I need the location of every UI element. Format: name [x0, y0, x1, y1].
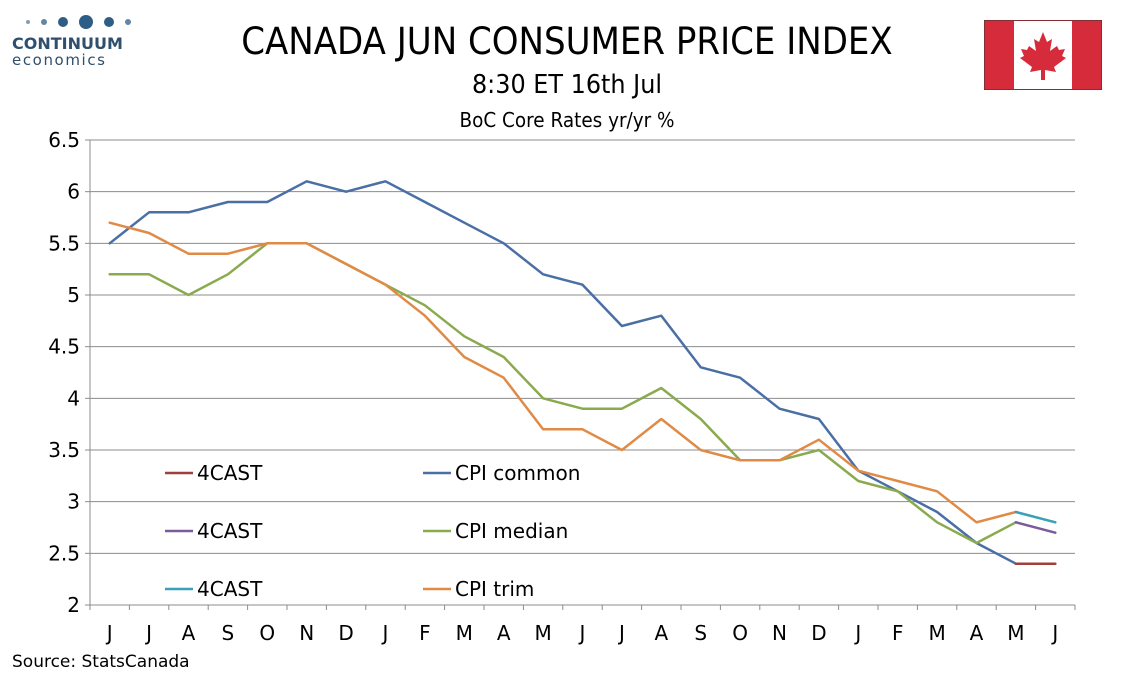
legend-label: CPI median	[455, 519, 568, 543]
x-tick-label: F	[419, 621, 431, 645]
y-tick-label: 5.5	[48, 231, 80, 255]
x-tick-label: J	[1050, 621, 1058, 645]
y-tick-label: 6	[67, 180, 80, 204]
series-line-cpi-trim	[108, 221, 1018, 524]
x-tick-label: J	[105, 621, 113, 645]
y-tick-label: 5	[67, 283, 80, 307]
x-tick-label: A	[182, 621, 196, 645]
release-time: 8:30 ET 16th Jul	[471, 70, 663, 100]
logo-name: CONTINUUM	[12, 34, 123, 53]
x-tick-label: A	[654, 621, 668, 645]
x-tick-label: N	[299, 621, 314, 645]
chart-caption: BoC Core Rates yr/yr %	[459, 108, 675, 132]
series-line-4cast	[1014, 510, 1057, 524]
series-line-cpi-median	[108, 242, 1018, 545]
y-tick-label: 3	[67, 490, 80, 514]
x-tick-label: F	[892, 621, 904, 645]
x-tick-label: S	[222, 621, 235, 645]
x-tick-label: A	[970, 621, 984, 645]
continuum-logo: CONTINUUM economics	[12, 14, 137, 69]
x-tick-label: S	[694, 621, 707, 645]
x-tick-label: D	[811, 621, 826, 645]
y-tick-label: 4.5	[48, 335, 80, 359]
series-line-cpi-common	[108, 180, 1018, 565]
x-tick-label: M	[1007, 621, 1024, 645]
x-tick-label: M	[534, 621, 551, 645]
y-tick-label: 3.5	[48, 438, 80, 462]
logo-dots-icon	[26, 14, 137, 30]
x-tick-label: A	[497, 621, 511, 645]
source-note: Source: StatsCanada	[12, 652, 190, 672]
legend-label: CPI trim	[455, 577, 534, 601]
page-title: CANADA JUN CONSUMER PRICE INDEX	[241, 20, 893, 63]
x-tick-label: M	[456, 621, 473, 645]
y-tick-label: 4	[67, 386, 80, 410]
logo-subname: economics	[12, 51, 107, 69]
x-tick-label: N	[772, 621, 787, 645]
legend-label: 4CAST	[197, 577, 263, 601]
legend-label: CPI common	[455, 461, 580, 485]
x-tick-label: J	[578, 621, 586, 645]
x-tick-label: J	[617, 621, 625, 645]
x-tick-label: J	[853, 621, 861, 645]
canada-flag-icon	[984, 20, 1102, 90]
x-tick-label: J	[381, 621, 389, 645]
x-tick-label: O	[732, 621, 748, 645]
x-tick-label: D	[338, 621, 353, 645]
y-tick-label: 2	[67, 593, 80, 617]
legend-label: 4CAST	[197, 519, 263, 543]
x-tick-label: J	[144, 621, 152, 645]
y-tick-label: 2.5	[48, 541, 80, 565]
legend-label: 4CAST	[197, 461, 263, 485]
y-tick-label: 6.5	[48, 128, 80, 152]
series-line-4cast	[1014, 521, 1057, 534]
x-tick-label: M	[928, 621, 945, 645]
x-tick-label: O	[259, 621, 275, 645]
